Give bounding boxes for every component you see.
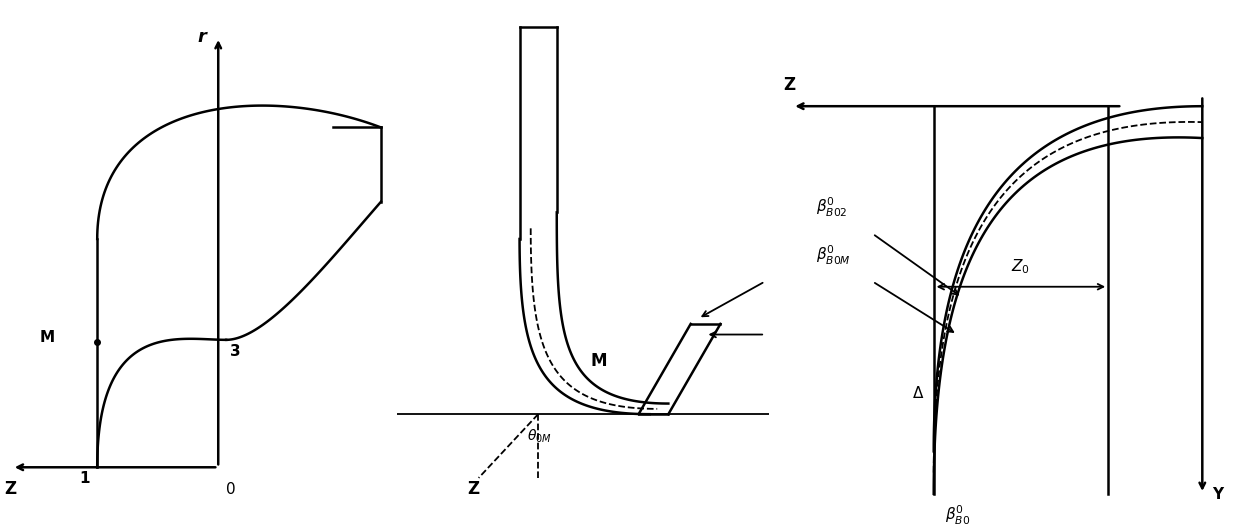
- Text: M: M: [40, 330, 55, 346]
- Text: 0: 0: [226, 482, 236, 497]
- Text: 1: 1: [79, 471, 89, 486]
- Text: $Z_0$: $Z_0$: [1012, 257, 1030, 276]
- Text: Z: Z: [782, 76, 795, 95]
- Text: Z: Z: [4, 480, 16, 498]
- Text: $\beta_{B0}^{0}$: $\beta_{B0}^{0}$: [945, 504, 970, 527]
- Text: $\beta_{B02}^{0}$: $\beta_{B02}^{0}$: [816, 196, 847, 219]
- Text: M: M: [590, 353, 606, 371]
- Text: 3: 3: [231, 344, 241, 359]
- Text: Y: Y: [1211, 487, 1223, 502]
- Text: r: r: [198, 29, 207, 47]
- Text: $\beta_{B0M}^{0}$: $\beta_{B0M}^{0}$: [816, 244, 851, 267]
- Text: $\theta_{0M}$: $\theta_{0M}$: [527, 428, 552, 445]
- Text: $\Delta$: $\Delta$: [911, 386, 924, 401]
- Text: Z: Z: [467, 480, 480, 498]
